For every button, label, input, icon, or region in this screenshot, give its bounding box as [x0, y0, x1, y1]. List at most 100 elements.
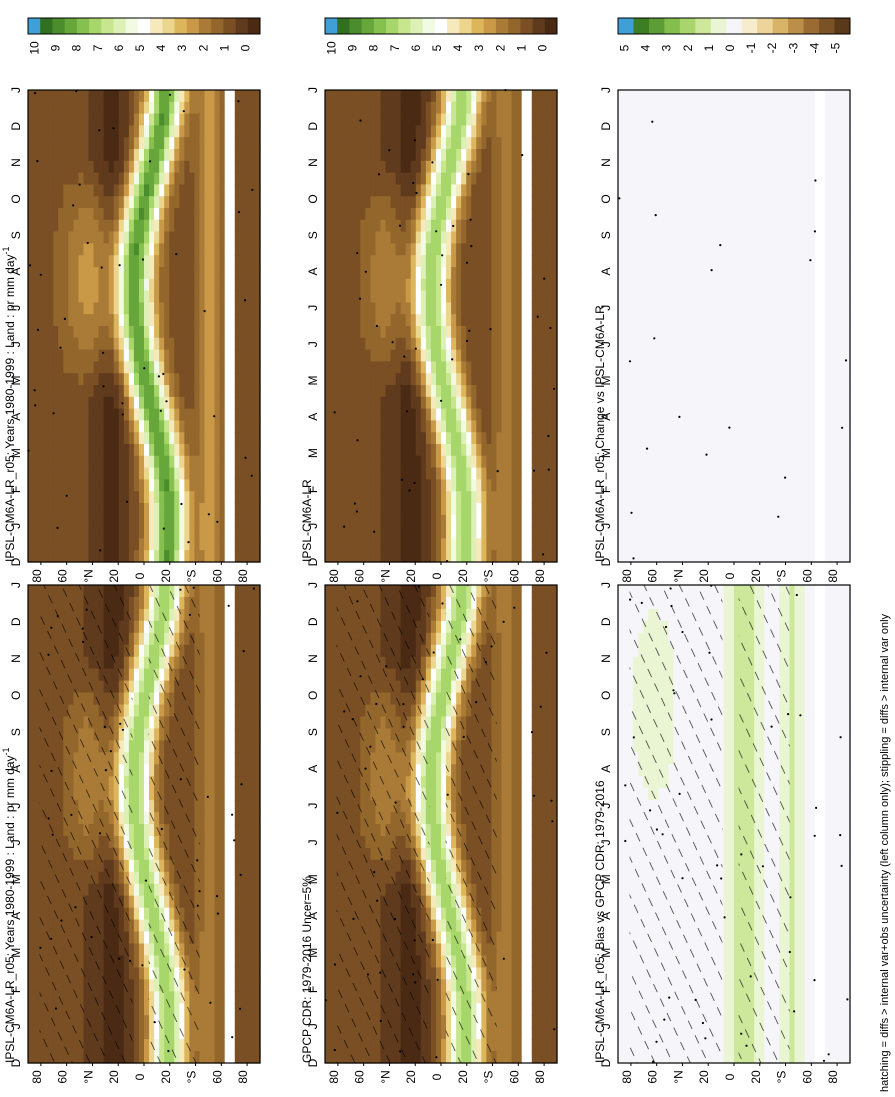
heatmap-cell: [184, 101, 190, 115]
heatmap-cell: [234, 668, 241, 682]
heatmap-cell: [144, 255, 150, 268]
heatmap-cell: [249, 919, 256, 933]
heatmap-cell: [118, 467, 125, 480]
heatmap-cell: [219, 585, 226, 598]
heatmap-cell: [199, 184, 206, 197]
heatmap-cell: [73, 396, 80, 410]
heatmap-cell: [229, 1039, 236, 1052]
heatmap-cell: [58, 337, 64, 351]
heatmap-cell: [133, 491, 140, 504]
colorbar-swatch: [174, 18, 188, 34]
heatmap-cell: [108, 503, 115, 516]
heatmap-cell: [184, 326, 190, 339]
heatmap-cell: [179, 444, 185, 457]
heatmap-cell: [144, 596, 150, 610]
heatmap-cell: [244, 752, 251, 765]
heatmap-cell: [174, 231, 180, 244]
heatmap-cell: [234, 585, 241, 598]
heatmap-cell: [83, 503, 90, 516]
heatmap-cell: [38, 361, 44, 374]
heatmap-cell: [254, 337, 261, 351]
heatmap-cell: [249, 267, 256, 280]
heatmap-cell: [28, 871, 34, 885]
stipple-dot: [159, 409, 162, 412]
heatmap-cell: [199, 764, 206, 777]
heatmap-cell: [254, 943, 261, 957]
heatmap-cell: [214, 538, 221, 551]
heatmap-cell: [249, 208, 256, 221]
heatmap-cell: [83, 337, 90, 351]
heatmap-cell: [441, 931, 447, 945]
heatmap-cell: [209, 931, 216, 945]
heatmap-cell: [204, 943, 211, 957]
heatmap-cell: [330, 835, 336, 849]
heatmap-cell: [441, 824, 447, 837]
heatmap-cell: [68, 503, 74, 516]
heatmap-cell: [209, 420, 216, 433]
heatmap-cell: [159, 243, 165, 256]
heatmap-cell: [164, 101, 170, 115]
heatmap-cell: [254, 184, 261, 197]
heatmap-cell: [330, 692, 336, 706]
month-tick-label: J: [9, 839, 23, 845]
heatmap-cell: [123, 373, 130, 386]
heatmap-cell: [149, 302, 155, 315]
heatmap-cell: [159, 349, 165, 362]
heatmap-cell: [83, 396, 90, 410]
heatmap-cell: [138, 668, 145, 682]
heatmap-cell: [199, 373, 206, 386]
heatmap-cell: [113, 514, 120, 528]
heatmap-cell: [58, 113, 64, 126]
heatmap-cell: [244, 596, 251, 610]
heatmap-cell: [435, 967, 442, 980]
heatmap-cell: [441, 644, 447, 658]
heatmap-cell: [239, 608, 246, 622]
heatmap-cell: [244, 267, 251, 280]
heatmap-cell: [244, 255, 251, 268]
stipple-dot: [29, 264, 32, 267]
heatmap-cell: [194, 396, 201, 410]
heatmap-cell: [78, 160, 85, 174]
heatmap-cell: [33, 314, 39, 327]
heatmap-cell: [93, 326, 100, 339]
heatmap-cell: [199, 1003, 206, 1016]
heatmap-cell: [254, 538, 261, 551]
heatmap-cell: [184, 361, 190, 374]
heatmap-cell: [169, 538, 175, 551]
heatmap-cell: [149, 255, 155, 268]
heatmap-cell: [68, 208, 74, 221]
heatmap-cell: [229, 326, 236, 339]
heatmap-cell: [244, 847, 251, 861]
heatmap-cell: [194, 231, 201, 244]
heatmap-cell: [138, 491, 145, 504]
heatmap-cell: [239, 788, 246, 801]
heatmap-cell: [234, 361, 241, 374]
heatmap-cell: [78, 125, 85, 138]
stipple-dot: [112, 127, 115, 130]
heatmap-cell: [249, 680, 256, 694]
heatmap-cell: [169, 172, 175, 185]
heatmap-cell: [58, 243, 64, 256]
heatmap-cell: [133, 90, 140, 103]
stipple-dot: [175, 253, 178, 256]
heatmap-cell: [254, 550, 261, 563]
heatmap-cell: [224, 812, 231, 825]
month-tick-label: D: [9, 1058, 23, 1067]
heatmap-cell: [214, 314, 221, 327]
heatmap-cell: [194, 208, 201, 221]
heatmap-cell: [133, 967, 140, 980]
heatmap-cell: [98, 267, 105, 280]
heatmap-cell: [325, 847, 331, 861]
stipple-dot: [85, 608, 88, 611]
heatmap-cell: [108, 113, 115, 126]
heatmap-cell: [28, 420, 34, 433]
heatmap-cell: [128, 302, 135, 315]
heatmap-cell: [254, 361, 261, 374]
heatmap-cell: [435, 656, 442, 670]
heatmap-cell: [435, 800, 442, 813]
heatmap-cell: [144, 160, 150, 174]
heatmap-cell: [128, 160, 135, 174]
heatmap-cell: [244, 113, 251, 126]
heatmap-cell: [48, 432, 54, 445]
